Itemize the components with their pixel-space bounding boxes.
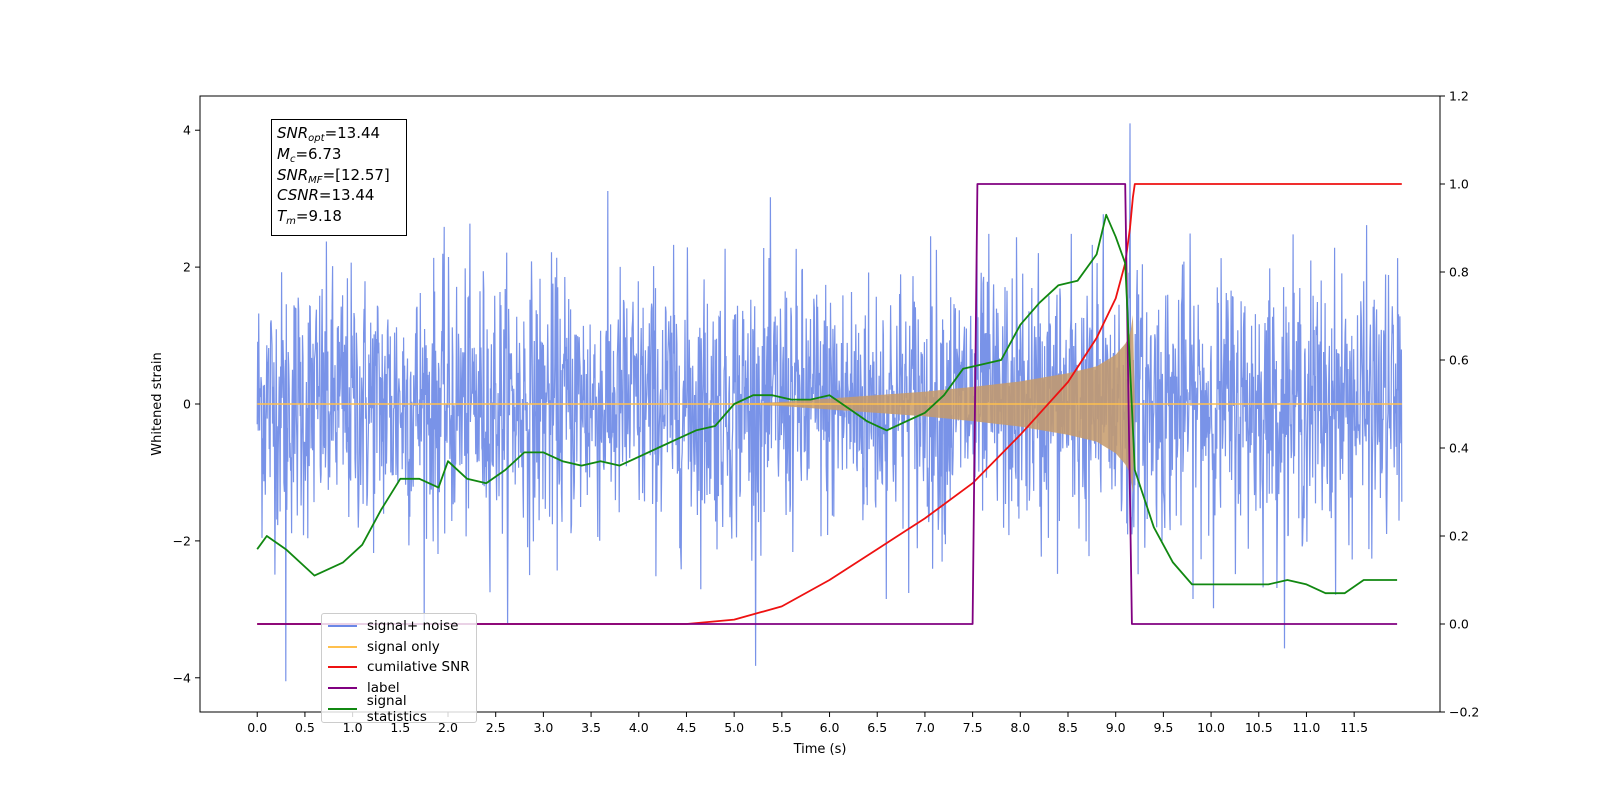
legend-item-label: label <box>328 678 470 699</box>
snr-mf-annotation: SNRMF=[12.57] <box>277 165 390 186</box>
y-axis-right: −0.2 0.0 0.2 0.4 0.6 0.8 1.0 1.2 <box>1440 89 1479 720</box>
x-tick-label: 1.0 <box>343 720 363 735</box>
x-tick-label: 5.5 <box>772 720 792 735</box>
legend-label-label: label <box>367 680 400 697</box>
x-tick-label: 8.0 <box>1010 720 1030 735</box>
y-right-tick-label: 0.6 <box>1449 353 1469 368</box>
snr-opt-annotation: SNRopt=13.44 <box>277 124 381 144</box>
legend-swatch-signal-noise <box>328 625 357 628</box>
y-right-tick-label: 0.2 <box>1449 529 1469 544</box>
y-right-tick-label: 0.8 <box>1449 265 1469 280</box>
x-tick-label: 4.5 <box>677 720 697 735</box>
x-tick-label: 0.5 <box>295 720 315 735</box>
series-signal-statistics <box>256 213 1398 595</box>
legend-item-signal-only: signal only <box>328 637 470 658</box>
x-tick-label: 11.0 <box>1293 720 1321 735</box>
legend-label-cumulative-snr: cumilative SNR <box>367 659 470 676</box>
y-right-tick-label: −0.2 <box>1449 705 1479 720</box>
series-cumulative-snr <box>257 183 1402 625</box>
csnr-annotation: CSNR=13.44 <box>277 186 375 205</box>
chart-legend: signal+ noise signal only cumilative SNR… <box>321 613 477 725</box>
y-right-tick-label: 1.2 <box>1449 89 1469 104</box>
y-left-tick-label: 2 <box>183 260 191 275</box>
y-right-tick-label: 0.4 <box>1449 441 1469 456</box>
legend-swatch-signal-statistics <box>328 707 357 710</box>
y-axis-left: −4 −2 0 2 4 <box>173 123 200 685</box>
legend-label-signal-statistics: signal statistics <box>366 692 427 725</box>
legend-swatch-cumulative-snr <box>328 666 357 669</box>
series-layer <box>256 123 1403 682</box>
legend-swatch-signal-only <box>328 645 357 648</box>
metrics-annotation-box: SNRopt=13.44 Mc=6.73 SNRMF=[12.57] CSNR=… <box>271 119 407 236</box>
legend-label-signal-only: signal only <box>367 638 440 655</box>
x-tick-label: 9.5 <box>1153 720 1173 735</box>
x-tick-label: 6.0 <box>820 720 840 735</box>
legend-label-signal-noise: signal+ noise <box>367 618 459 635</box>
y-axis-left-title: Whitened strain <box>150 352 165 455</box>
legend-swatch-label <box>328 687 357 690</box>
x-axis-title: Time (s) <box>793 742 847 757</box>
tm-annotation: Tm=9.18 <box>277 207 342 228</box>
y-right-tick-label: 0.0 <box>1449 617 1469 632</box>
x-tick-label: 8.5 <box>1058 720 1078 735</box>
y-left-tick-label: −4 <box>173 670 191 685</box>
legend-item-cumulative-snr: cumilative SNR <box>328 657 470 678</box>
x-tick-label: 3.0 <box>533 720 553 735</box>
x-tick-label: 5.0 <box>724 720 744 735</box>
x-tick-label: 10.5 <box>1245 720 1273 735</box>
legend-item-signal-statistics: signal statistics <box>328 693 470 725</box>
mc-annotation: Mc=6.73 <box>277 144 342 165</box>
series-label <box>257 183 1398 625</box>
series-signal-noise <box>256 123 1403 682</box>
y-left-tick-label: 0 <box>183 397 191 412</box>
x-tick-label: 7.0 <box>915 720 935 735</box>
x-tick-label: 3.5 <box>581 720 601 735</box>
x-tick-label: 2.5 <box>486 720 506 735</box>
legend-item-signal-noise: signal+ noise <box>328 616 470 637</box>
y-left-tick-label: 4 <box>183 123 191 138</box>
x-tick-label: 7.5 <box>963 720 983 735</box>
y-right-tick-label: 1.0 <box>1449 177 1469 192</box>
x-tick-label: 10.0 <box>1197 720 1225 735</box>
x-axis: 0.0 0.5 1.0 1.5 2.0 2.5 3.0 3.5 4.0 4.5 5.0 5.5 6.0 6… <box>247 712 1368 735</box>
x-tick-label: 0.0 <box>247 720 267 735</box>
x-tick-label: 1.5 <box>390 720 410 735</box>
x-tick-label: 6.5 <box>867 720 887 735</box>
x-tick-label: 4.0 <box>629 720 649 735</box>
y-left-tick-label: −2 <box>173 533 191 548</box>
x-tick-label: 2.0 <box>438 720 458 735</box>
x-tick-label: 11.5 <box>1340 720 1368 735</box>
x-tick-label: 9.0 <box>1106 720 1126 735</box>
